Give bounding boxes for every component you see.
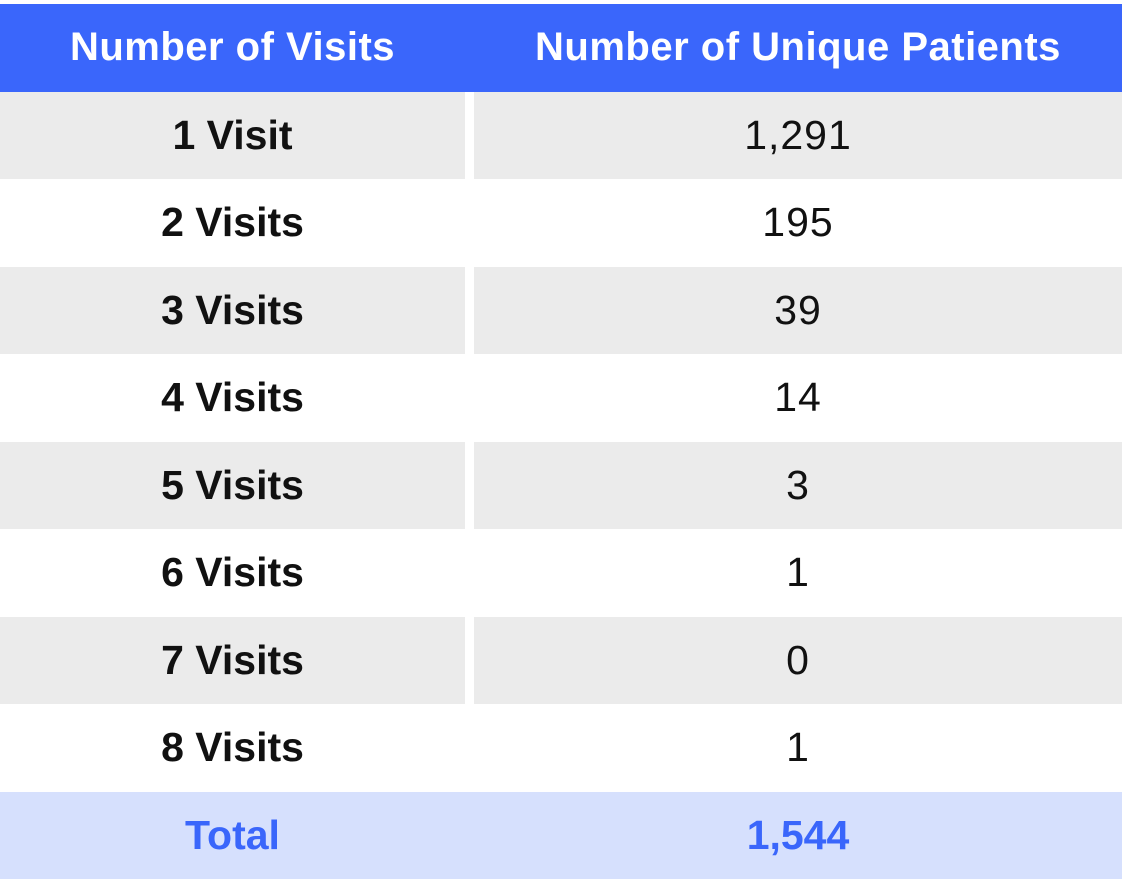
unique-patients-value: 1	[474, 529, 1122, 617]
column-divider	[465, 4, 474, 92]
unique-patients-value: 3	[474, 441, 1122, 529]
table-total-row: Total 1,544	[0, 791, 1122, 879]
unique-patients-value: 14	[474, 354, 1122, 442]
column-divider	[465, 616, 474, 704]
table-row: 5 Visits 3	[0, 441, 1122, 529]
visits-count-label: 3 Visits	[0, 266, 465, 354]
table-header-row: Number of Visits Number of Unique Patien…	[0, 4, 1122, 92]
visits-table: Number of Visits Number of Unique Patien…	[0, 4, 1122, 879]
column-divider	[465, 91, 474, 179]
visits-count-label: 5 Visits	[0, 441, 465, 529]
visits-count-label: 7 Visits	[0, 616, 465, 704]
table-row: 4 Visits 14	[0, 354, 1122, 442]
table-row: 2 Visits 195	[0, 179, 1122, 267]
visits-count-label: 1 Visit	[0, 91, 465, 179]
unique-patients-value: 39	[474, 266, 1122, 354]
visits-count-label: 6 Visits	[0, 529, 465, 617]
column-divider	[465, 791, 474, 879]
unique-patients-value: 195	[474, 179, 1122, 267]
column-divider	[465, 704, 474, 792]
table-row: 7 Visits 0	[0, 616, 1122, 704]
total-value: 1,544	[474, 791, 1122, 879]
table-row: 1 Visit 1,291	[0, 91, 1122, 179]
header-number-of-unique-patients: Number of Unique Patients	[474, 4, 1122, 92]
column-divider	[465, 441, 474, 529]
table-row: 8 Visits 1	[0, 704, 1122, 792]
unique-patients-value: 1,291	[474, 91, 1122, 179]
column-divider	[465, 266, 474, 354]
total-label: Total	[0, 791, 465, 879]
table-row: 6 Visits 1	[0, 529, 1122, 617]
column-divider	[465, 529, 474, 617]
visits-count-label: 2 Visits	[0, 179, 465, 267]
column-divider	[465, 354, 474, 442]
unique-patients-value: 0	[474, 616, 1122, 704]
unique-patients-value: 1	[474, 704, 1122, 792]
visits-count-label: 8 Visits	[0, 704, 465, 792]
table-body: 1 Visit 1,291 2 Visits 195 3 Visits 39 4 Visit…	[0, 91, 1122, 792]
column-divider	[465, 179, 474, 267]
visits-count-label: 4 Visits	[0, 354, 465, 442]
table-row: 3 Visits 39	[0, 266, 1122, 354]
header-number-of-visits: Number of Visits	[0, 4, 465, 92]
